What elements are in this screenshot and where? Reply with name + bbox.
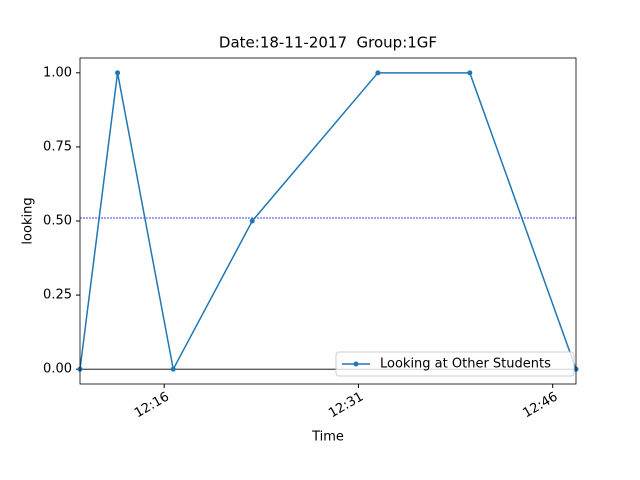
y-tick-label: 0.00 bbox=[43, 362, 72, 377]
legend-marker bbox=[353, 361, 359, 367]
data-point bbox=[375, 70, 381, 76]
y-tick-label: 0.75 bbox=[43, 139, 72, 154]
data-point bbox=[249, 218, 255, 224]
legend-label: Looking at Other Students bbox=[380, 357, 551, 372]
data-point bbox=[170, 366, 176, 372]
data-point bbox=[467, 70, 473, 76]
chart-title: Date:18-11-2017 Group:1GF bbox=[219, 34, 437, 52]
legend-box bbox=[335, 351, 575, 377]
y-tick-label: 0.50 bbox=[43, 214, 72, 229]
y-tick-label: 0.25 bbox=[43, 288, 72, 303]
y-tick-label: 1.00 bbox=[43, 65, 72, 80]
plot-frame bbox=[79, 57, 577, 385]
x-axis-label: Time bbox=[311, 430, 344, 445]
y-axis-label: looking bbox=[21, 197, 36, 244]
data-point bbox=[115, 70, 121, 76]
